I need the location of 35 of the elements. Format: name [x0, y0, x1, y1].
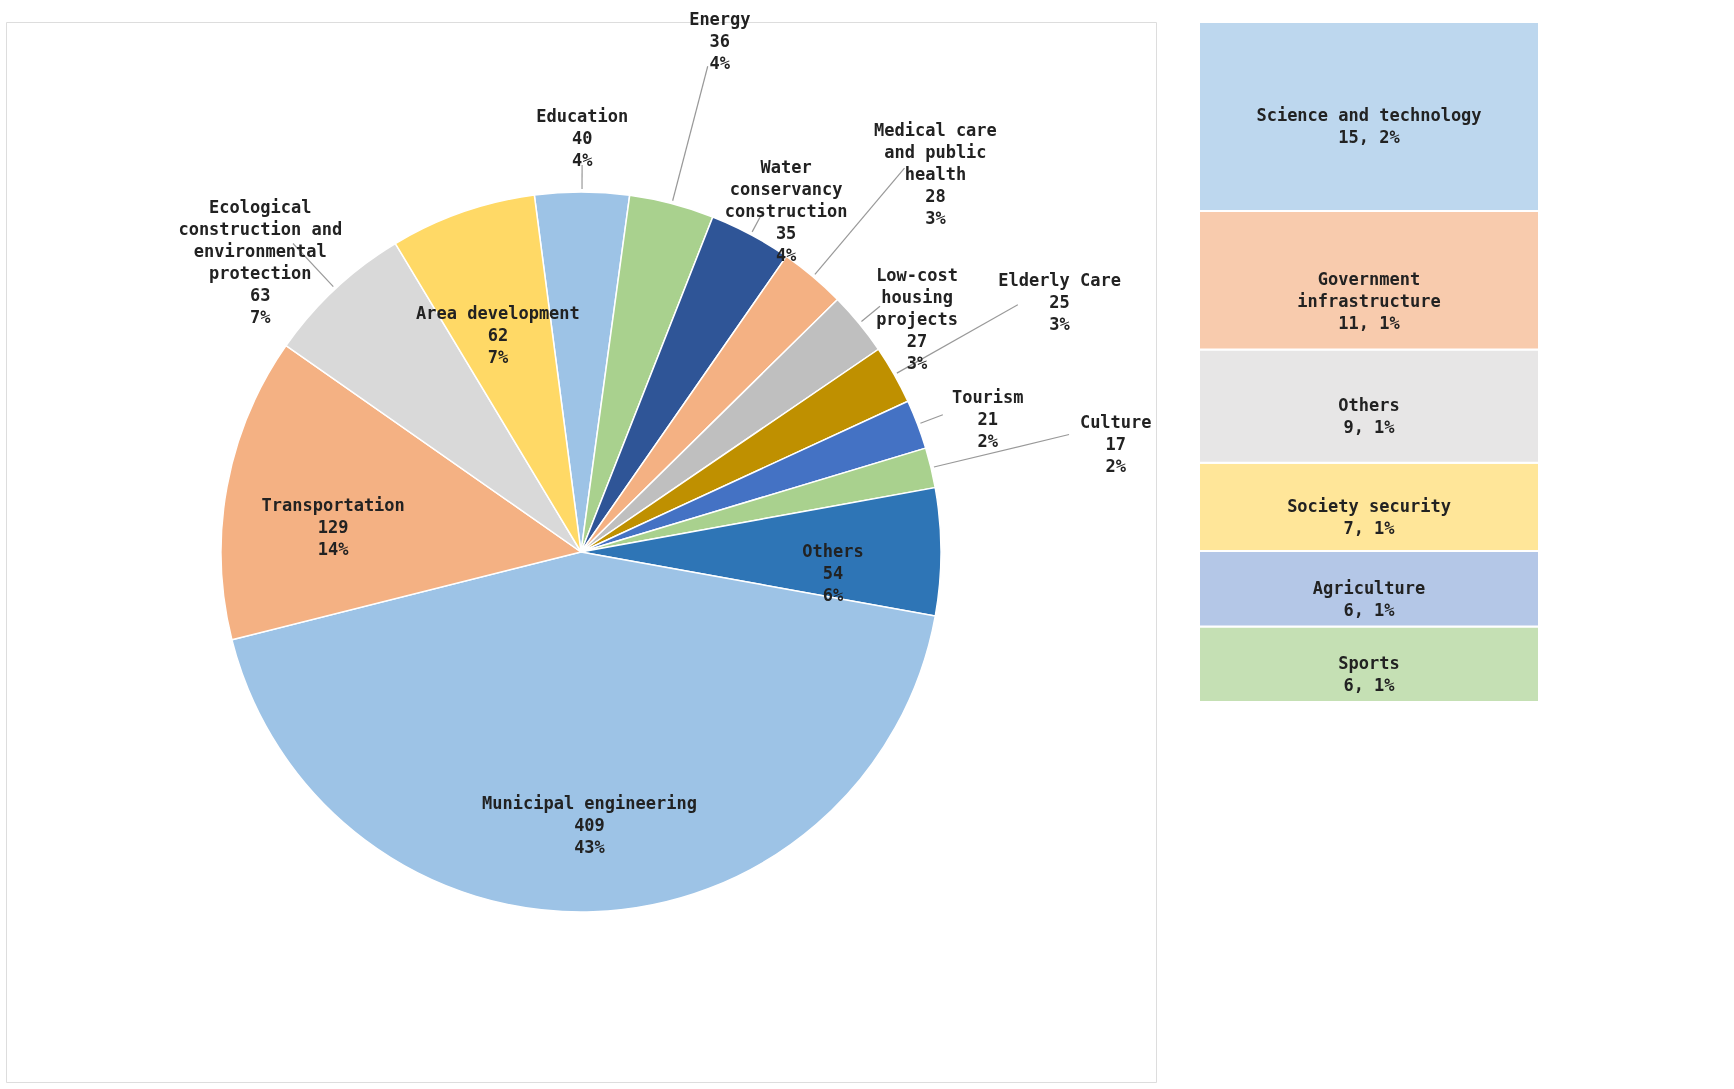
data-label: 15, 2% — [1338, 127, 1401, 148]
data-label: 11, 1% — [1338, 313, 1401, 334]
data-label: 129 14% — [317, 517, 350, 560]
slice-label: Others — [802, 540, 864, 561]
slice-label: Transportation — [261, 495, 405, 516]
series-label: Others — [1338, 395, 1400, 416]
slice-label: Water conservancy construction — [724, 157, 848, 222]
data-label: 28 3% — [925, 186, 947, 229]
data-label: 25 3% — [1049, 292, 1071, 334]
slice-label: Medical care and public health — [874, 120, 997, 185]
series-label: Sports — [1338, 653, 1400, 674]
data-label: 21 2% — [977, 408, 999, 451]
slice-label: Culture — [1079, 412, 1152, 433]
slice-label: Education — [536, 106, 629, 126]
slice-label: Elderly Care — [998, 270, 1122, 290]
series-label: Agriculture — [1312, 577, 1426, 598]
slice-label: Tourism — [951, 386, 1024, 407]
data-label: 409 43% — [574, 814, 606, 857]
data-label: 40 4% — [571, 128, 594, 170]
data-label: 63 7% — [250, 285, 272, 328]
series-label: Society security — [1287, 495, 1451, 516]
slice-label: Low-cost housing projects — [876, 264, 959, 329]
data-label: 6, 1% — [1343, 599, 1396, 620]
data-label: 62 7% — [487, 325, 509, 368]
data-label: 6, 1% — [1343, 675, 1396, 696]
series-label: Science and technology — [1256, 105, 1482, 126]
slice-label: Energy — [689, 8, 751, 29]
data-label: 9, 1% — [1343, 417, 1396, 438]
data-label: 27 3% — [906, 330, 929, 373]
data-label: 17 2% — [1105, 434, 1127, 477]
slice-label: Ecological construction and environmental protection — [178, 197, 343, 284]
data-label: 36 4% — [709, 30, 731, 73]
slice-label: Municipal engineering — [482, 792, 697, 813]
series-label: Government infrastructure — [1297, 269, 1441, 312]
data-label: 7, 1% — [1343, 517, 1396, 538]
